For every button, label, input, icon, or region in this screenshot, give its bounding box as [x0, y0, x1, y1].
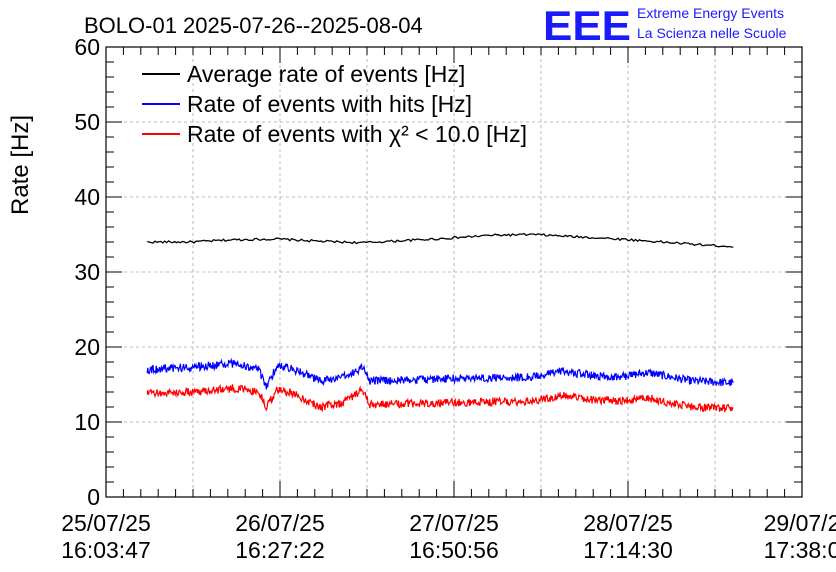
series-layer [146, 232, 734, 413]
legend-label-3: Rate of events with χ² < 10.0 [Hz] [187, 121, 527, 147]
y-tick-label: 10 [74, 409, 100, 435]
x-tick-date: 26/07/25 [235, 510, 325, 536]
y-tick-label: 0 [87, 484, 100, 510]
y-tick-label: 60 [74, 34, 100, 60]
x-tick-date: 29/07/2 [764, 510, 836, 536]
logo-line-1: Extreme Energy Events [637, 5, 784, 21]
logo-mark: EEE [543, 2, 631, 49]
y-tick-label: 20 [74, 334, 100, 360]
x-tick-time: 16:50:56 [409, 537, 499, 563]
x-tick-date: 25/07/25 [61, 510, 151, 536]
logo-line-2: La Scienza nelle Scuole [637, 25, 787, 41]
legend: Average rate of events [Hz] Rate of event… [142, 61, 527, 147]
x-tick-time: 17:38:0 [764, 537, 836, 563]
y-tick-label: 50 [74, 109, 100, 135]
x-tick-date: 28/07/25 [583, 510, 673, 536]
x-tick-date: 27/07/25 [409, 510, 499, 536]
y-tick-labels: 0 10 20 30 40 50 60 [74, 34, 100, 510]
ticks [105, 46, 803, 498]
eee-logo: EEE Extreme Energy Events La Scienza nel… [543, 2, 787, 49]
y-tick-label: 40 [74, 184, 100, 210]
y-tick-label: 30 [74, 259, 100, 285]
legend-label-1: Average rate of events [Hz] [187, 61, 465, 87]
series-line-2 [146, 357, 734, 390]
series-line-3 [146, 383, 734, 413]
chart-title: BOLO-01 2025-07-26--2025-08-04 [84, 13, 423, 38]
x-tick-time: 16:27:22 [235, 537, 325, 563]
series-line-1 [147, 232, 734, 248]
grid [106, 47, 802, 497]
x-tick-time: 17:14:30 [583, 537, 673, 563]
y-axis-label: Rate [Hz] [7, 115, 34, 215]
x-tick-time: 16:03:47 [61, 537, 151, 563]
legend-label-2: Rate of events with hits [Hz] [187, 91, 472, 117]
